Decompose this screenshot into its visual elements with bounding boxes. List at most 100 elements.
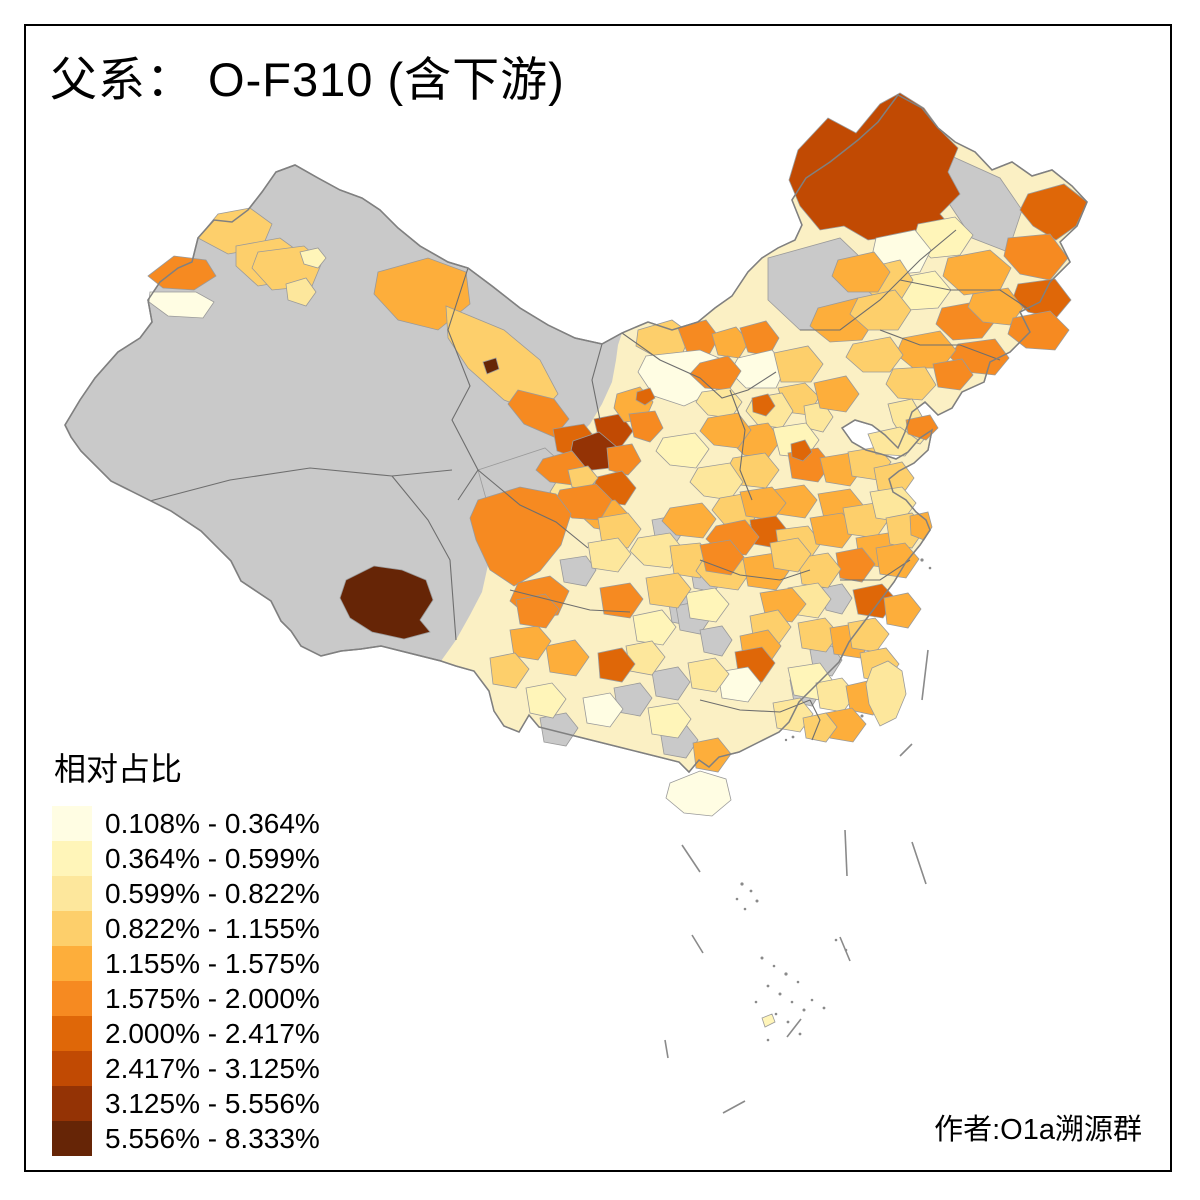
legend-label: 0.599% - 0.822%: [105, 877, 320, 909]
legend-item: 5.556% - 8.333%: [52, 1121, 320, 1156]
sea-boundary-dash: [786, 1018, 802, 1038]
map-region-ningbo: [883, 592, 922, 629]
map-region-hegang: [1019, 183, 1088, 241]
map-region-taiwan: [865, 660, 907, 727]
map-region-yangquan: [751, 393, 776, 417]
nodata-patch: [539, 712, 579, 747]
legend-label: 0.108% - 0.364%: [105, 807, 320, 839]
island-dot: [834, 938, 838, 942]
map-region-xian: [661, 502, 717, 539]
sea-boundary-dash: [839, 936, 851, 962]
map-region-hanzhong: [629, 532, 684, 569]
island-dot: [786, 1020, 790, 1024]
sea-boundary-dash: [844, 829, 848, 877]
island-dot: [928, 566, 932, 570]
legend-swatch: [52, 876, 92, 911]
map-region-shantou: [802, 712, 838, 743]
map-region-anyang: [739, 486, 787, 521]
island-dot: [740, 882, 744, 886]
map-region-zhangye: [507, 389, 570, 438]
map-region-zunyi: [632, 609, 677, 646]
map-region-yancheng: [869, 486, 917, 523]
sea-boundary-dash: [921, 649, 929, 701]
map-region-scs-islet: [761, 1013, 776, 1028]
legend-label: 3.125% - 5.556%: [105, 1087, 320, 1119]
nodata-patch: [699, 625, 733, 657]
legend-label: 0.364% - 0.599%: [105, 842, 320, 874]
legend-label: 2.417% - 3.125%: [105, 1052, 320, 1084]
legend-swatch: [52, 1121, 92, 1156]
map-region-weihai: [905, 414, 939, 441]
island-dot: [766, 984, 770, 988]
map-region-urumqi: [285, 277, 317, 307]
province-border-line: [699, 559, 811, 581]
province-border-line: [800, 229, 957, 331]
province-border-line: [809, 699, 821, 741]
legend-item: 2.000% - 2.417%: [52, 1016, 320, 1051]
map-region-baoshan: [489, 652, 530, 689]
legend-swatch: [52, 946, 92, 981]
island-dot: [772, 964, 776, 968]
island-dot: [743, 907, 747, 911]
map-region-haidong: [567, 465, 599, 491]
island-dot: [790, 1000, 794, 1004]
map-region-shigatse-lhasa: [339, 565, 434, 640]
map-region-fushun: [932, 358, 974, 391]
map-region-lijiang: [515, 593, 560, 629]
legend-swatch: [52, 981, 92, 1016]
map-region-ulanqab: [739, 320, 780, 357]
island-dot: [791, 735, 795, 739]
legend-swatch: [52, 1016, 92, 1051]
map-region-chengde: [773, 345, 824, 383]
island-dot: [766, 1038, 770, 1042]
map-region-wenshan: [582, 692, 624, 728]
province-border-line: [149, 467, 453, 502]
map-region-taiyuan: [699, 412, 752, 449]
legend-label: 2.000% - 2.417%: [105, 1017, 320, 1049]
map-region-qingdao: [873, 461, 915, 496]
legend-swatch: [52, 841, 92, 876]
map-region-jinhua: [847, 617, 890, 653]
island-dot: [755, 899, 759, 903]
coastline: [64, 94, 1088, 774]
map-region-dali: [509, 625, 552, 661]
province-border-line: [509, 589, 631, 613]
province-border-line: [391, 475, 457, 641]
legend-label: 0.822% - 1.155%: [105, 912, 320, 944]
legend-swatch: [52, 911, 92, 946]
legend-item: 1.155% - 1.575%: [52, 946, 320, 981]
island-dot: [784, 972, 788, 976]
island-dot: [774, 1012, 778, 1016]
map-region-kunming: [545, 639, 590, 677]
map-region-ili: [147, 255, 217, 291]
map-region-garze: [469, 486, 572, 587]
map-region-yanan: [655, 432, 710, 469]
map-region-hulunbuir: [788, 92, 961, 241]
sea-boundary-dash: [722, 1100, 746, 1114]
map-region-hinggan: [831, 251, 891, 293]
legend-item: 0.599% - 0.822%: [52, 876, 320, 911]
island-dot: [798, 1032, 802, 1036]
map-region-puer: [525, 682, 567, 719]
island-dot: [822, 1006, 826, 1010]
legend-item: 2.417% - 3.125%: [52, 1051, 320, 1086]
island-dot: [749, 889, 753, 893]
province-border-line: [879, 329, 1001, 361]
legend-item: 3.125% - 5.556%: [52, 1086, 320, 1121]
map-region-jilin-city: [967, 287, 1024, 326]
nodata-patch: [651, 666, 691, 701]
map-region-zhongwei: [606, 443, 642, 476]
map-region-yichang: [685, 587, 730, 623]
map-region-chongqing: [645, 572, 692, 609]
map-region-jinan: [790, 439, 813, 462]
province-border-line: [447, 267, 479, 501]
map-title: 父系： O-F310 (含下游): [50, 53, 565, 106]
map-region-yanbian: [1007, 310, 1070, 351]
legend-label: 1.155% - 1.575%: [105, 947, 320, 979]
map-region-guilin: [687, 657, 730, 693]
island-dot: [778, 992, 782, 996]
map-region-hainan: [665, 770, 732, 817]
island-dot: [920, 558, 924, 562]
island-dot: [860, 714, 864, 718]
